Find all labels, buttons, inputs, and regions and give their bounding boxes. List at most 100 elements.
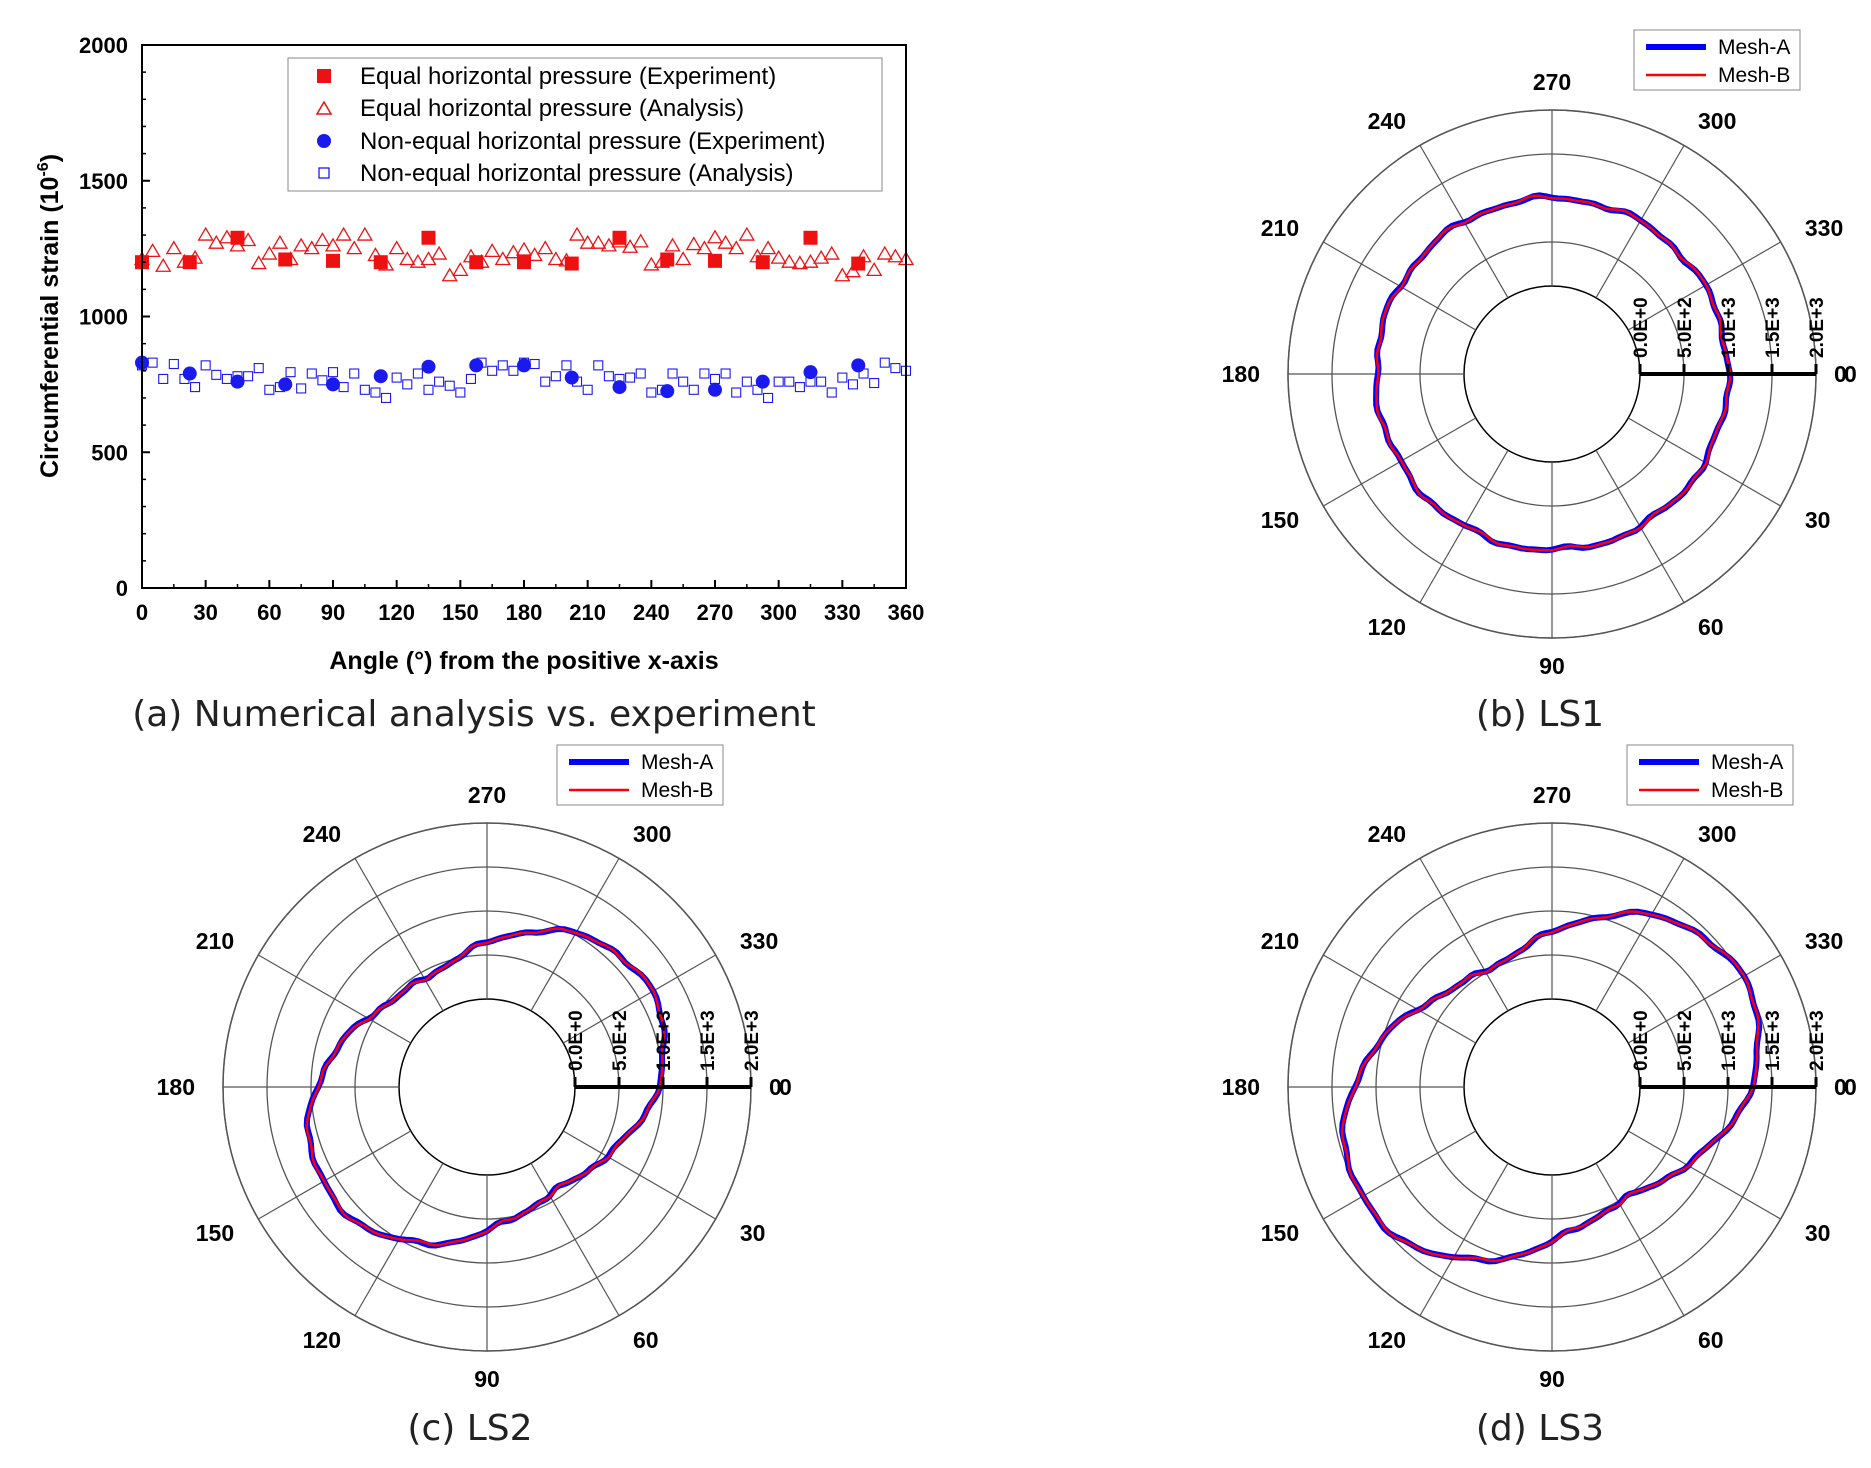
data-point — [816, 376, 827, 387]
radial-tick-label: 5.0E+2 — [610, 1010, 631, 1071]
data-point — [306, 368, 317, 379]
data-point — [773, 376, 784, 387]
data-point — [755, 374, 770, 389]
data-point — [791, 255, 809, 270]
legend-marker-equal-exp — [317, 69, 331, 83]
y-axis-title: Circumferential strain (10-6) — [35, 154, 64, 478]
radial-gridline — [1463, 998, 1641, 1176]
angle-label: 90 — [474, 1366, 500, 1392]
y-tick-label: 0 — [116, 576, 128, 601]
data-point — [211, 369, 222, 380]
data-point — [296, 383, 307, 394]
angle-label: 60 — [633, 1327, 659, 1353]
data-point — [381, 392, 392, 404]
data-point — [656, 384, 667, 395]
y-tick-label: 1500 — [79, 169, 128, 194]
data-point — [326, 377, 340, 392]
radial-tick-label: 0.0E+0 — [1631, 1010, 1652, 1071]
data-point — [487, 365, 498, 376]
data-point — [465, 373, 476, 384]
data-point — [593, 360, 604, 371]
data-point — [402, 379, 413, 390]
data-point — [168, 358, 179, 370]
data-point — [537, 240, 554, 255]
angle-label: 120 — [1368, 1327, 1406, 1353]
series-line-mesh-b — [1340, 910, 1760, 1263]
data-point — [603, 371, 614, 382]
data-point — [731, 387, 742, 398]
data-point — [197, 226, 214, 241]
angle-label: 150 — [1261, 1220, 1299, 1246]
data-point — [155, 257, 172, 272]
angle-label: 0 — [1844, 361, 1857, 387]
data-point — [660, 384, 675, 399]
angle-label: 330 — [740, 928, 778, 954]
data-point — [685, 236, 702, 251]
y-axis-title-close: ) — [36, 154, 64, 162]
data-point — [632, 233, 649, 248]
panel-b-polar-chart: (b) LS1 0 30 60 90 120 150 180 210 240 270 300 330 0… — [1222, 29, 1857, 735]
data-point — [409, 253, 427, 268]
data-point — [261, 245, 278, 260]
x-tick-label: 30 — [193, 600, 217, 625]
data-point — [752, 384, 763, 395]
data-point — [664, 237, 681, 252]
legend-label-mesh-b: Mesh-B — [1711, 779, 1783, 802]
radial-axis: 0.0E+0 5.0E+2 1.0E+3 1.5E+3 2.0E+3 0 — [566, 1010, 782, 1100]
data-point — [611, 233, 628, 248]
angle-label: 90 — [1539, 653, 1565, 679]
caption-c: (c) LS2 — [407, 1408, 532, 1449]
data-point — [805, 376, 816, 387]
angle-label: 120 — [303, 1327, 341, 1353]
angular-gridline — [562, 1130, 716, 1220]
angle-label: 270 — [1533, 782, 1571, 808]
x-tick-label: 180 — [506, 600, 543, 625]
angular-gridline — [1627, 954, 1781, 1044]
data-point — [823, 245, 840, 260]
data-point — [890, 363, 901, 374]
data-point — [547, 251, 564, 266]
data-point — [327, 367, 339, 378]
data-point — [391, 372, 402, 383]
data-point — [803, 365, 818, 380]
legend-label-nonequal-exp: Non-equal horizontal pressure (Experimen… — [360, 128, 826, 155]
x-tick-label: 300 — [760, 600, 797, 625]
legend-box — [287, 57, 883, 192]
series-line-mesh-b — [305, 927, 666, 1247]
data-point — [568, 226, 586, 241]
caption-d: (d) LS3 — [1476, 1408, 1604, 1449]
angular-gridline — [1595, 858, 1685, 1012]
legend-label-equal-analysis: Equal horizontal pressure (Analysis) — [360, 95, 744, 122]
chart-legend: Mesh-A Mesh-B — [1633, 29, 1801, 91]
data-point — [582, 384, 593, 395]
panel-a-scatter-chart: 0 30 60 90 120 150 180 210 240 270 300 330 360 0 500 10… — [35, 33, 924, 735]
chart-legend: Mesh-A Mesh-B — [556, 744, 724, 806]
data-point — [770, 249, 787, 264]
data-point — [741, 376, 752, 387]
angular-gridline — [1627, 1130, 1781, 1220]
data-point — [324, 237, 342, 252]
series-1 — [133, 226, 915, 282]
data-point — [625, 372, 636, 383]
data-point — [784, 376, 795, 387]
radial-zero-label: 0 — [1834, 361, 1847, 387]
data-point — [699, 368, 710, 379]
angular-gridline — [1323, 1130, 1477, 1220]
angular-gridline — [1419, 858, 1509, 1012]
angle-label: 150 — [196, 1220, 234, 1246]
data-point — [335, 226, 352, 241]
data-point — [338, 382, 349, 393]
data-point — [367, 247, 384, 262]
radial-tick-label: 2.0E+3 — [1807, 1010, 1828, 1071]
data-point — [250, 255, 267, 270]
radial-tick-label: 2.0E+3 — [1807, 297, 1828, 358]
data-point — [643, 256, 660, 271]
data-point — [550, 371, 561, 382]
radial-tick-label: 1.0E+3 — [654, 1010, 675, 1071]
data-point — [282, 251, 299, 266]
data-point — [221, 373, 232, 384]
angle-label: 330 — [1805, 928, 1843, 954]
data-point — [844, 263, 862, 278]
radial-tick-label: 1.5E+3 — [698, 1010, 719, 1071]
data-point — [421, 230, 436, 245]
